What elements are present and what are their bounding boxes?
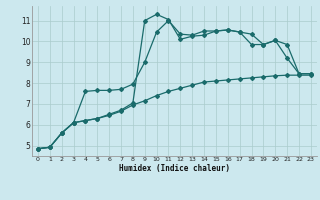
X-axis label: Humidex (Indice chaleur): Humidex (Indice chaleur) (119, 164, 230, 173)
